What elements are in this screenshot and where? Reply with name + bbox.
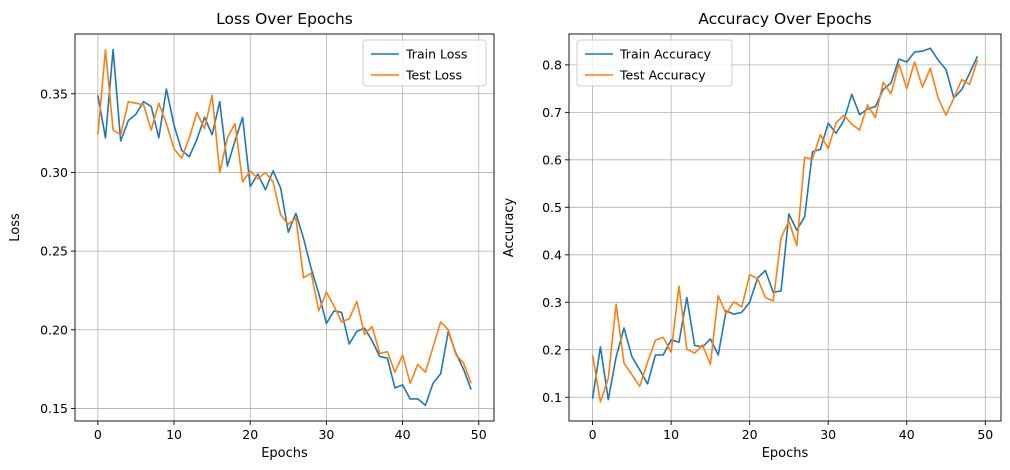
accuracy-chart-title: Accuracy Over Epochs [698,10,871,28]
loss-y-tick-label: 0.15 [40,401,68,416]
loss-y-tick-label: 0.25 [40,244,68,259]
loss-y-tick-label: 0.20 [40,322,68,337]
loss-y-axis-label: Loss [8,213,23,242]
accuracy-train-line [591,47,979,401]
loss-x-tick-label: 40 [395,427,411,442]
accuracy-test-line [591,59,979,403]
accuracy-plot-frame [568,33,1002,422]
loss-x-tick-label: 20 [242,427,258,442]
accuracy-x-tick-label: 50 [977,427,993,442]
loss-legend-test-label: Test Loss [405,68,462,83]
loss-ticks: 0 10 20 30 40 50 0.15 0.20 0.25 0.30 0.35 [40,86,487,442]
loss-y-tick-label: 0.35 [40,86,68,101]
accuracy-y-tick-label: 0.8 [542,57,562,72]
accuracy-y-tick-label: 0.2 [542,342,562,357]
accuracy-legend-train-label: Train Accuracy [619,47,712,62]
loss-legend-train-label: Train Loss [405,47,467,62]
accuracy-x-tick-label: 20 [742,427,758,442]
accuracy-y-axis-label: Accuracy [502,198,517,258]
loss-x-tick-label: 0 [94,427,102,442]
loss-test-line [97,48,472,385]
loss-x-tick-label: 50 [471,427,487,442]
loss-y-tick-label: 0.30 [40,165,68,180]
accuracy-legend-test-label: Test Accuracy [619,68,706,83]
loss-series [97,48,472,407]
accuracy-x-axis-label: Epochs [762,446,809,461]
loss-x-tick-label: 30 [318,427,334,442]
loss-legend: Train Loss Test Loss [362,39,487,87]
accuracy-y-tick-label: 0.7 [542,105,562,120]
loss-chart: 0 10 20 30 40 50 0.15 0.20 0.25 0.30 0.35 Loss Ove… [8,10,495,461]
loss-x-tick-label: 10 [166,427,182,442]
accuracy-x-tick-label: 40 [899,427,915,442]
accuracy-legend-box [576,39,733,87]
accuracy-chart: 0 10 20 30 40 50 0.1 0.2 0.3 0.4 0.5 0.6 0.7 0.8 Accu… [502,10,1002,461]
accuracy-legend: Train Accuracy Test Accuracy [576,39,733,87]
accuracy-y-tick-label: 0.3 [542,295,562,310]
accuracy-series [591,47,979,403]
accuracy-y-tick-label: 0.5 [542,200,562,215]
loss-chart-title: Loss Over Epochs [216,10,353,28]
accuracy-y-tick-label: 0.1 [542,390,562,405]
accuracy-y-tick-label: 0.4 [542,247,562,262]
accuracy-x-tick-label: 30 [820,427,836,442]
loss-x-axis-label: Epochs [261,446,308,461]
loss-plot-frame [74,33,495,422]
accuracy-x-tick-label: 10 [663,427,679,442]
loss-train-line [97,48,472,407]
accuracy-ticks: 0 10 20 30 40 50 0.1 0.2 0.3 0.4 0.5 0.6 0.7 0.8 [542,57,993,442]
accuracy-y-tick-label: 0.6 [542,152,562,167]
accuracy-x-tick-label: 0 [589,427,597,442]
loss-grid [75,34,494,421]
